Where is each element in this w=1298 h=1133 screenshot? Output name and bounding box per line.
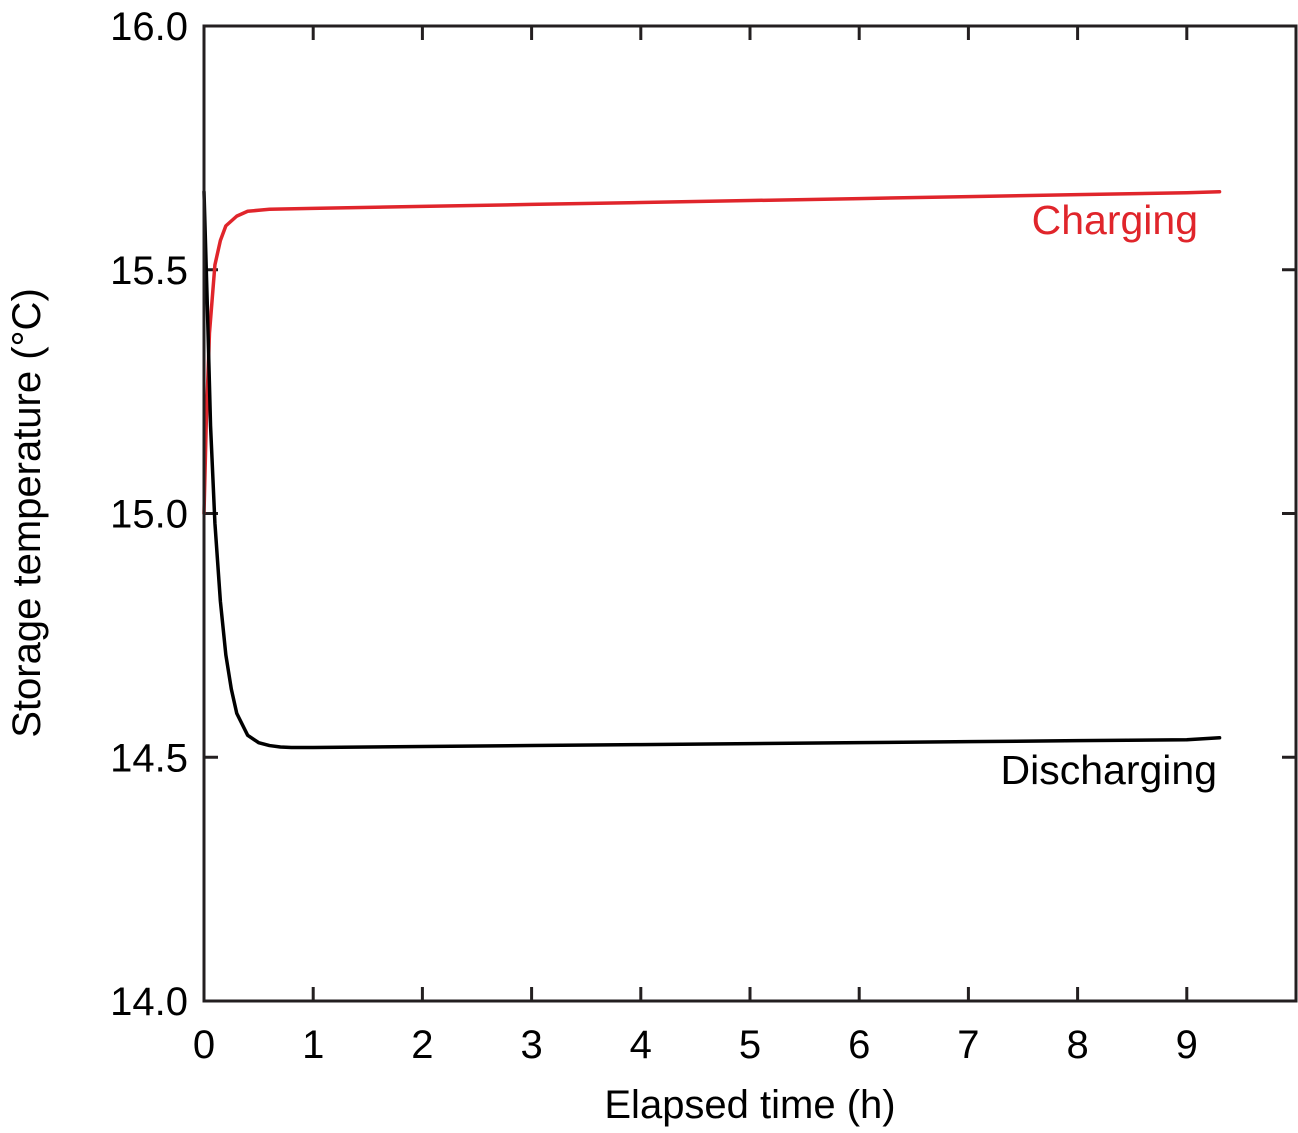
x-tick-label: 4: [630, 1023, 652, 1067]
x-tick-label: 7: [957, 1023, 979, 1067]
x-tick-label: 5: [739, 1023, 761, 1067]
ticks-layer: [204, 26, 1296, 1001]
x-tick-label: 3: [520, 1023, 542, 1067]
series-line-discharging: [202, 190, 1222, 750]
series-label-discharging: Discharging: [1001, 747, 1218, 793]
x-tick-label: 0: [193, 1023, 215, 1067]
plot-frame: [202, 24, 1298, 1003]
x-tick-label: 6: [848, 1023, 870, 1067]
series-layer: [202, 190, 1222, 750]
series-label-charging: Charging: [1032, 197, 1198, 243]
x-tick-label: 9: [1176, 1023, 1198, 1067]
x-tick-label: 1: [302, 1023, 324, 1067]
x-axis-label: Elapsed time (h): [604, 1083, 895, 1127]
y-tick-label: 15.0: [110, 493, 188, 537]
y-tick-label: 16.0: [110, 5, 188, 49]
x-tick-label: 2: [411, 1023, 433, 1067]
y-axis-label: Storage temperature (°C): [5, 288, 49, 738]
y-tick-label: 14.5: [110, 736, 188, 780]
x-tick-label: 8: [1066, 1023, 1088, 1067]
labels-layer: 0 1 2 3 4 5 6 7 8 9 14.0 14.5 15.0 15.5 16.0 Charging Di…: [110, 5, 1217, 1067]
series-line-charging: [202, 190, 1222, 516]
y-tick-label: 15.5: [110, 249, 188, 293]
y-tick-label: 14.0: [110, 980, 188, 1024]
